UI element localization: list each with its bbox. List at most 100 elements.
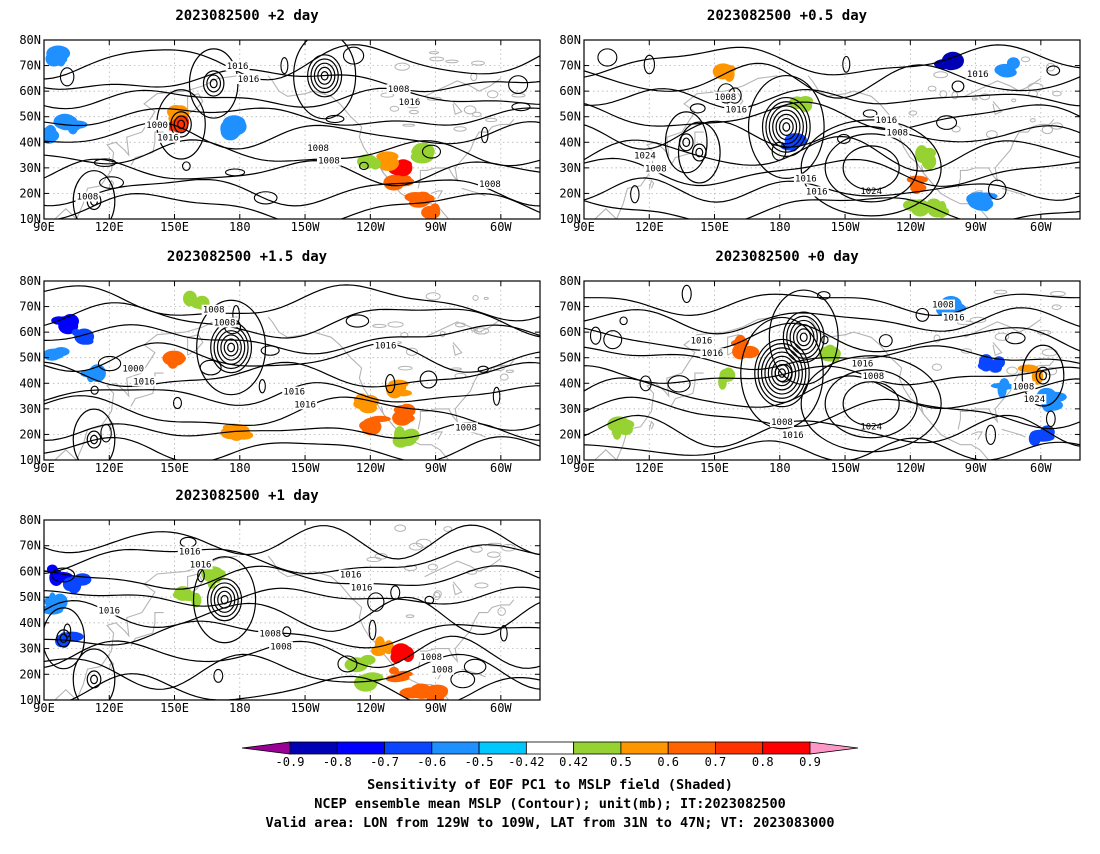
low-pressure-isobar [223, 338, 239, 357]
low-pressure-isobar [682, 137, 691, 148]
isobar [1045, 410, 1056, 428]
contour-label: 1016 [943, 313, 965, 323]
coastline [931, 363, 943, 371]
coastline [1006, 366, 1018, 375]
x-tick-label: 120E [95, 461, 124, 475]
coastline [971, 97, 978, 101]
x-tick-label: 150E [160, 461, 189, 475]
colorbar-box [762, 741, 811, 755]
colorbar-label: 0.8 [752, 755, 774, 769]
x-tick-label: 90W [965, 461, 987, 475]
coastline [445, 59, 459, 64]
low-pressure-isobar [782, 122, 791, 132]
low-pressure-isobar [799, 332, 808, 343]
isobar [172, 396, 183, 410]
x-tick-label: 60W [1030, 461, 1052, 475]
isobar [584, 375, 1080, 409]
low-pressure-isobar [220, 594, 229, 605]
contour-label: 1016 [876, 116, 898, 126]
sensitivity-shading [394, 389, 412, 397]
coastline [394, 524, 407, 532]
contour-label: 1016 [725, 106, 747, 116]
colorbar-box [431, 741, 480, 755]
colorbar-label: 0.42 [559, 755, 588, 769]
contour-label: 1016 [133, 377, 155, 387]
contour-label-box [1011, 381, 1036, 392]
isobar [44, 44, 540, 81]
coastline [471, 60, 485, 66]
coastline [404, 564, 418, 572]
sensitivity-shading [183, 290, 197, 307]
x-tick-label: 60W [490, 701, 512, 715]
contour-label: 1016 [157, 134, 179, 144]
y-tick-label: 10N [19, 693, 41, 707]
low-pressure-isobar [757, 343, 807, 404]
coastline [452, 342, 463, 356]
colorbar-box [336, 741, 385, 755]
x-tick-label: 180 [229, 220, 251, 234]
isobar [419, 370, 438, 389]
contour-label-box [874, 114, 899, 125]
isobar [44, 68, 540, 93]
colorbar-box [715, 741, 764, 755]
contour-label-box [132, 376, 157, 387]
contour-label-box [373, 340, 398, 351]
isobar [342, 46, 365, 65]
coastline [951, 91, 959, 100]
isobar [951, 80, 965, 93]
low-pressure-isobar [227, 342, 236, 353]
coastline [964, 318, 1042, 338]
isobar [181, 161, 191, 171]
low-pressure-isobar [760, 347, 803, 399]
sensitivity-shading [46, 45, 71, 62]
isobar [584, 177, 1080, 203]
sensitivity-shading [68, 123, 81, 131]
coastline [405, 614, 415, 618]
contour-label: 1008 [431, 666, 453, 676]
isobar [44, 107, 540, 127]
isobar [499, 624, 508, 642]
low-pressure-isobar [317, 66, 333, 85]
contour-label-box [201, 304, 226, 315]
y-tick-label: 40N [19, 616, 41, 630]
isobar [44, 139, 540, 167]
isobar [584, 307, 1080, 335]
colorbar-box [289, 741, 338, 755]
coastline [427, 563, 439, 571]
isobar [100, 423, 112, 443]
caption-line: Sensitivity of EOF PC1 to MSLP field (Sh… [367, 777, 733, 793]
contour-label-box [689, 335, 714, 346]
coastline [417, 118, 515, 189]
low-pressure-isobar [177, 119, 186, 130]
coastline [408, 109, 419, 115]
contour-label: 1016 [179, 547, 201, 557]
isobar [44, 87, 540, 110]
y-tick-label: 10N [559, 453, 581, 467]
contour-label: 1016 [98, 607, 120, 617]
isobar [639, 375, 652, 392]
contour-label-box [804, 186, 829, 197]
isobar [72, 648, 116, 700]
coastline [979, 93, 991, 101]
coastline [389, 105, 400, 112]
map-content: 1024 1008 1016 1016 1008 1016 1024 1008 1016 1016 [584, 40, 1080, 219]
contour-label: 1008 [862, 372, 884, 382]
isobar [44, 607, 85, 670]
isobar [280, 57, 289, 75]
low-pressure-isobar [220, 334, 242, 361]
isobar [768, 289, 839, 386]
sensitivity-shading [618, 424, 633, 436]
y-tick-label: 70N [19, 539, 41, 553]
contour-label: 1008 [1013, 382, 1035, 392]
x-tick-label: 150E [160, 220, 189, 234]
isobar [53, 192, 540, 219]
sensitivity-shading [1030, 429, 1050, 440]
low-pressure-isobar [777, 368, 786, 378]
contour-label: 1016 [852, 359, 874, 369]
isobar [584, 157, 1080, 187]
contour-label: 1016 [340, 571, 362, 581]
low-pressure-isobar [782, 311, 825, 364]
coastline [474, 582, 489, 589]
